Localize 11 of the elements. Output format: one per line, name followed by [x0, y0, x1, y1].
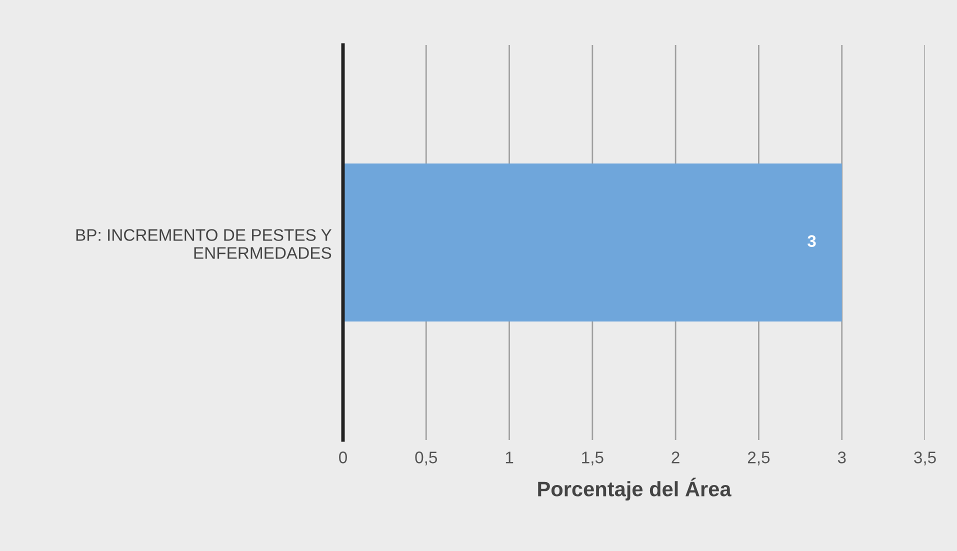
x-tick-label: 2,5	[748, 452, 770, 466]
x-tick-label: 0,5	[415, 452, 438, 466]
x-tick-label: 3	[838, 452, 846, 464]
x-tick-label: 3,5	[914, 452, 936, 466]
x-axis-title: Porcentaje del Área	[538, 478, 732, 501]
x-tick-label: 0	[339, 452, 347, 464]
data-label: 3	[808, 235, 816, 247]
x-tick-label: 1,5	[582, 452, 604, 466]
y-tick-label: BP: INCREMENTO DE PESTES Y ENFERMEDADES	[76, 229, 332, 259]
x-tick-label: 2	[672, 452, 680, 464]
x-tick-label: 1	[506, 452, 514, 464]
